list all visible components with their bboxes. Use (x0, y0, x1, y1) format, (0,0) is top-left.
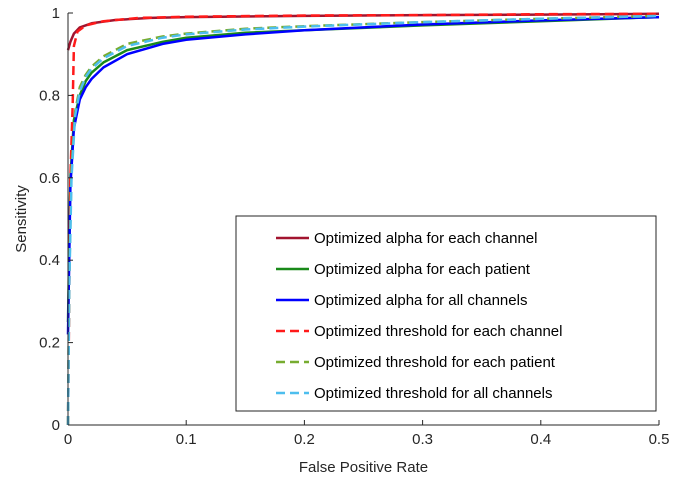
y-tick-label: 1 (52, 5, 60, 22)
legend-box (235, 215, 657, 412)
legend-label-6: Optimized threshold for all channels (314, 385, 552, 402)
legend: Optimized alpha for each channel Optimize… (235, 215, 657, 412)
legend-label-3: Optimized alpha for all channels (314, 292, 527, 309)
legend-label-5: Optimized threshold for each patient (314, 354, 556, 371)
y-axis-label: Sensitivity (13, 185, 30, 253)
x-tick-label: 0.5 (649, 431, 670, 448)
legend-label-1: Optimized alpha for each channel (314, 230, 537, 247)
series-layer (66, 12, 660, 426)
axes-layer: 0 0.1 0.2 0.3 0.4 0.5 0 0.2 0.4 0.6 0.8 1 (39, 5, 669, 448)
y-tick-label: 0.8 (39, 87, 60, 104)
legend-label-2: Optimized alpha for each patient (314, 261, 531, 278)
legend-label-4: Optimized threshold for each channel (314, 323, 562, 340)
x-tick-label: 0.3 (412, 431, 433, 448)
x-tick-label: 0.2 (294, 431, 315, 448)
y-tick-label: 0 (52, 417, 60, 434)
y-tick-label: 0.6 (39, 170, 60, 187)
x-axis-label: False Positive Rate (299, 459, 428, 476)
x-tick-label: 0 (64, 431, 72, 448)
y-tick-label: 0.4 (39, 252, 60, 269)
series-line-3 (66, 15, 660, 335)
x-tick-label: 0.1 (176, 431, 197, 448)
y-tick-label: 0.2 (39, 335, 60, 352)
x-tick-label: 0.4 (530, 431, 551, 448)
